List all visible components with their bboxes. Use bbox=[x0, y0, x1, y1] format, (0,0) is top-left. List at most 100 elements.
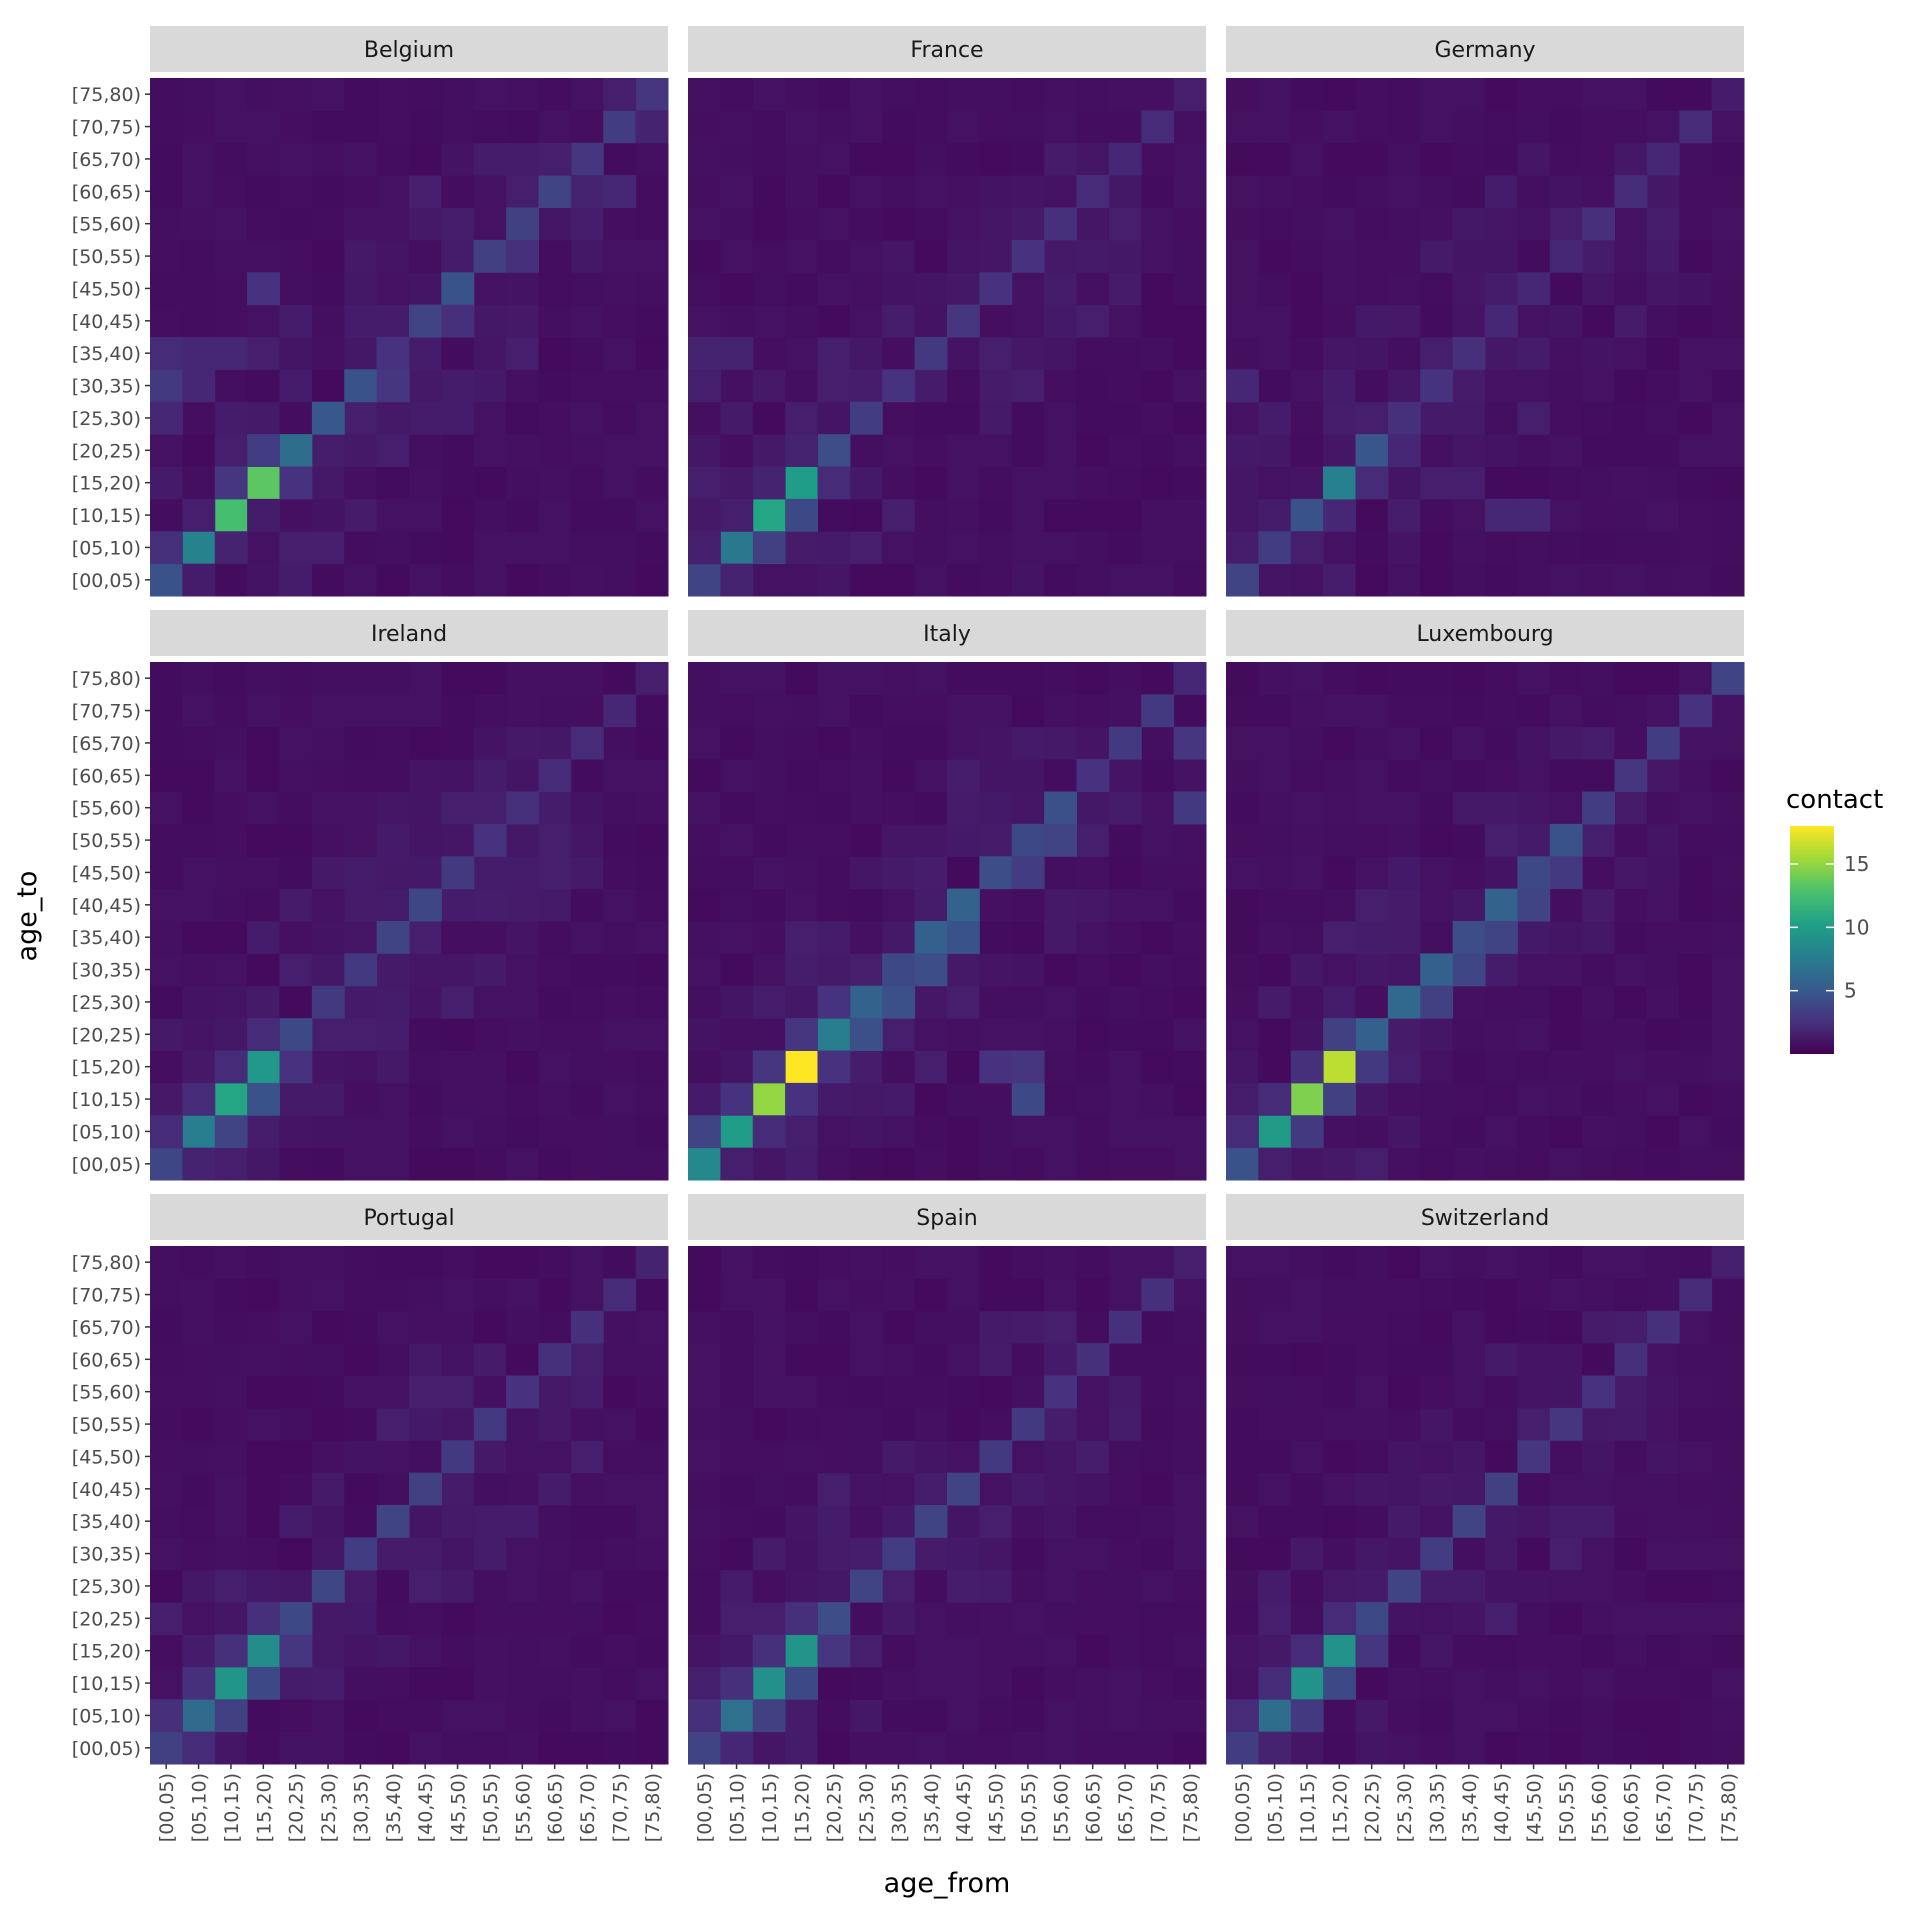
heatmap-cell bbox=[473, 337, 507, 370]
heatmap-cell bbox=[1290, 239, 1324, 273]
heatmap-cell bbox=[1549, 563, 1583, 597]
heatmap-cell bbox=[720, 1278, 754, 1312]
heatmap-cell bbox=[1173, 401, 1207, 435]
heatmap-cell bbox=[1711, 563, 1745, 597]
heatmap-cell bbox=[1679, 1246, 1713, 1279]
heatmap-cell bbox=[150, 1731, 183, 1765]
heatmap-cell bbox=[1226, 1634, 1259, 1668]
heatmap-cell bbox=[1355, 791, 1389, 825]
heatmap-cell bbox=[1485, 1537, 1518, 1571]
heatmap-cell bbox=[182, 272, 216, 306]
heatmap-cell bbox=[1108, 1537, 1142, 1571]
heatmap-cell bbox=[1679, 1666, 1713, 1700]
heatmap-cell bbox=[1711, 369, 1745, 403]
heatmap-cell bbox=[720, 1537, 754, 1571]
heatmap-cell bbox=[635, 110, 669, 144]
heatmap-cell bbox=[1614, 1115, 1648, 1149]
heatmap-cell bbox=[914, 1666, 948, 1700]
heatmap-cell bbox=[473, 498, 507, 532]
heatmap-cell bbox=[344, 1731, 378, 1765]
heatmap-cell bbox=[1355, 531, 1389, 565]
heatmap-cell bbox=[1614, 1278, 1648, 1312]
heatmap-cell bbox=[752, 239, 786, 273]
heatmap-cell bbox=[1485, 78, 1518, 111]
heatmap-cell bbox=[1387, 272, 1421, 306]
heatmap-cell bbox=[1290, 78, 1324, 111]
heatmap-cell bbox=[247, 791, 280, 825]
heatmap-cell bbox=[1485, 498, 1518, 532]
heatmap-cell bbox=[817, 434, 851, 467]
heatmap-cell bbox=[1614, 1634, 1648, 1668]
heatmap-cell bbox=[538, 401, 572, 435]
heatmap-cell bbox=[882, 563, 916, 597]
heatmap-cell bbox=[817, 1634, 851, 1668]
heatmap-cell bbox=[1549, 759, 1583, 792]
heatmap-cell bbox=[1290, 1731, 1324, 1765]
heatmap-cell bbox=[1355, 1343, 1389, 1376]
heatmap-cell bbox=[1646, 1018, 1680, 1051]
heatmap-cell bbox=[1614, 888, 1648, 922]
y-tick-label: [10,15) bbox=[72, 1089, 141, 1111]
heatmap-cell bbox=[1485, 175, 1518, 208]
heatmap-cell bbox=[376, 1375, 410, 1409]
heatmap-cell bbox=[1290, 1115, 1324, 1149]
heatmap-cell bbox=[538, 1440, 572, 1474]
heatmap-cell bbox=[1679, 1082, 1713, 1116]
heatmap-cell bbox=[603, 1343, 637, 1376]
heatmap-cell bbox=[1076, 1634, 1110, 1668]
heatmap-cell bbox=[635, 563, 669, 597]
heatmap-cell bbox=[473, 823, 507, 857]
heatmap-cell bbox=[882, 1407, 916, 1441]
heatmap-cell bbox=[752, 1018, 786, 1051]
heatmap-cell bbox=[1011, 78, 1045, 111]
heatmap-cell bbox=[1141, 1050, 1175, 1084]
heatmap-cell bbox=[1355, 1440, 1389, 1474]
heatmap-cell bbox=[1420, 1115, 1454, 1149]
heatmap-cell bbox=[473, 985, 507, 1019]
heatmap-cell bbox=[720, 1082, 754, 1116]
heatmap-cell bbox=[914, 694, 948, 728]
heatmap-cell bbox=[409, 888, 442, 922]
heatmap-cell bbox=[1076, 1472, 1110, 1506]
heatmap-cell bbox=[1173, 1666, 1207, 1700]
heatmap-cell bbox=[506, 434, 539, 467]
heatmap-cell bbox=[1044, 272, 1077, 306]
heatmap-cell bbox=[182, 1569, 216, 1603]
heatmap-cell bbox=[1679, 1310, 1713, 1344]
heatmap-cell bbox=[1108, 142, 1142, 176]
heatmap-cell bbox=[785, 856, 818, 890]
heatmap-cell bbox=[1679, 142, 1713, 176]
heatmap-cell bbox=[1711, 110, 1745, 144]
heatmap-cell bbox=[247, 1310, 280, 1344]
heatmap-cell bbox=[914, 856, 948, 890]
heatmap-cell bbox=[409, 953, 442, 987]
heatmap-cell bbox=[688, 921, 721, 954]
heatmap-cell bbox=[1108, 110, 1142, 144]
heatmap-cell bbox=[882, 1147, 916, 1181]
heatmap-cell bbox=[247, 662, 280, 695]
y-tick-label: [00,05) bbox=[72, 1154, 141, 1176]
heatmap-cell bbox=[1582, 498, 1615, 532]
x-tick-label: [35,40) bbox=[921, 1773, 943, 1842]
heatmap-cell bbox=[279, 1666, 313, 1700]
heatmap-cell bbox=[1290, 207, 1324, 241]
heatmap-cell bbox=[1076, 78, 1110, 111]
heatmap-cell bbox=[914, 1147, 948, 1181]
heatmap-cell bbox=[441, 953, 475, 987]
heatmap-cell bbox=[1452, 207, 1486, 241]
heatmap-cell bbox=[1108, 304, 1142, 338]
heatmap-cell bbox=[538, 434, 572, 467]
heatmap-cell bbox=[1141, 563, 1175, 597]
heatmap-cell bbox=[409, 1537, 442, 1571]
heatmap-cell bbox=[882, 726, 916, 760]
heatmap-cell bbox=[1290, 369, 1324, 403]
heatmap-cell bbox=[1582, 1537, 1615, 1571]
heatmap-cell bbox=[1355, 498, 1389, 532]
heatmap-cell bbox=[1517, 369, 1551, 403]
heatmap-cell bbox=[849, 888, 883, 922]
heatmap-cell bbox=[1485, 791, 1518, 825]
heatmap-cell bbox=[1614, 759, 1648, 792]
heatmap-cell bbox=[279, 531, 313, 565]
heatmap-cell bbox=[1044, 1147, 1077, 1181]
heatmap-cell bbox=[882, 759, 916, 792]
